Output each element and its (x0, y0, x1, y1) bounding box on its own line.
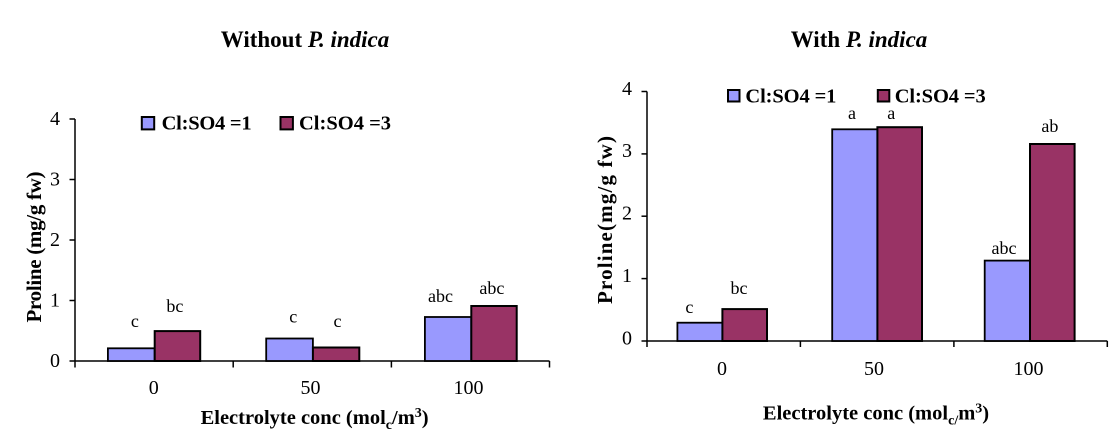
svg-text:0: 0 (717, 358, 727, 380)
svg-text:4: 4 (622, 78, 632, 100)
svg-text:Cl:SO4 =1: Cl:SO4 =1 (162, 112, 252, 134)
svg-text:Proline (mg/g fw): Proline (mg/g fw) (22, 172, 46, 323)
svg-text:bc: bc (731, 278, 748, 298)
svg-text:Electrolyte conc (molc/m3): Electrolyte conc (molc/m3) (763, 402, 989, 429)
svg-text:2: 2 (622, 203, 632, 225)
svg-text:4: 4 (50, 108, 60, 130)
svg-text:1: 1 (50, 290, 60, 312)
svg-text:0: 0 (50, 350, 60, 372)
svg-text:bc: bc (166, 296, 183, 316)
svg-text:abc: abc (992, 238, 1017, 258)
svg-text:Cl:SO4 =1: Cl:SO4 =1 (745, 85, 836, 107)
svg-text:Electrolyte conc (molc/m3): Electrolyte conc (molc/m3) (201, 406, 429, 433)
svg-text:With P. indica: With P. indica (791, 27, 928, 52)
svg-text:1: 1 (622, 265, 632, 287)
svg-text:abc: abc (428, 286, 453, 306)
svg-text:c: c (334, 311, 342, 331)
svg-text:c: c (131, 311, 139, 331)
svg-text:c: c (289, 307, 297, 327)
svg-text:50: 50 (864, 358, 884, 380)
svg-text:c: c (685, 297, 693, 317)
svg-text:3: 3 (50, 169, 60, 191)
svg-text:Without P. indica: Without P. indica (221, 27, 390, 52)
svg-text:3: 3 (622, 140, 632, 162)
svg-text:100: 100 (454, 377, 484, 399)
svg-text:0: 0 (622, 327, 632, 349)
svg-text:Proline(mg/g fw): Proline(mg/g fw) (593, 136, 617, 304)
svg-text:50: 50 (301, 377, 321, 399)
svg-text:Cl:SO4 =3: Cl:SO4 =3 (299, 112, 391, 134)
svg-text:ab: ab (1041, 116, 1058, 136)
svg-text:Cl:SO4 =3: Cl:SO4 =3 (895, 85, 986, 107)
svg-text:a: a (848, 103, 856, 123)
svg-text:abc: abc (479, 278, 504, 298)
svg-text:100: 100 (1014, 358, 1044, 380)
svg-text:0: 0 (149, 377, 159, 399)
svg-text:2: 2 (50, 229, 60, 251)
svg-text:a: a (887, 103, 895, 123)
